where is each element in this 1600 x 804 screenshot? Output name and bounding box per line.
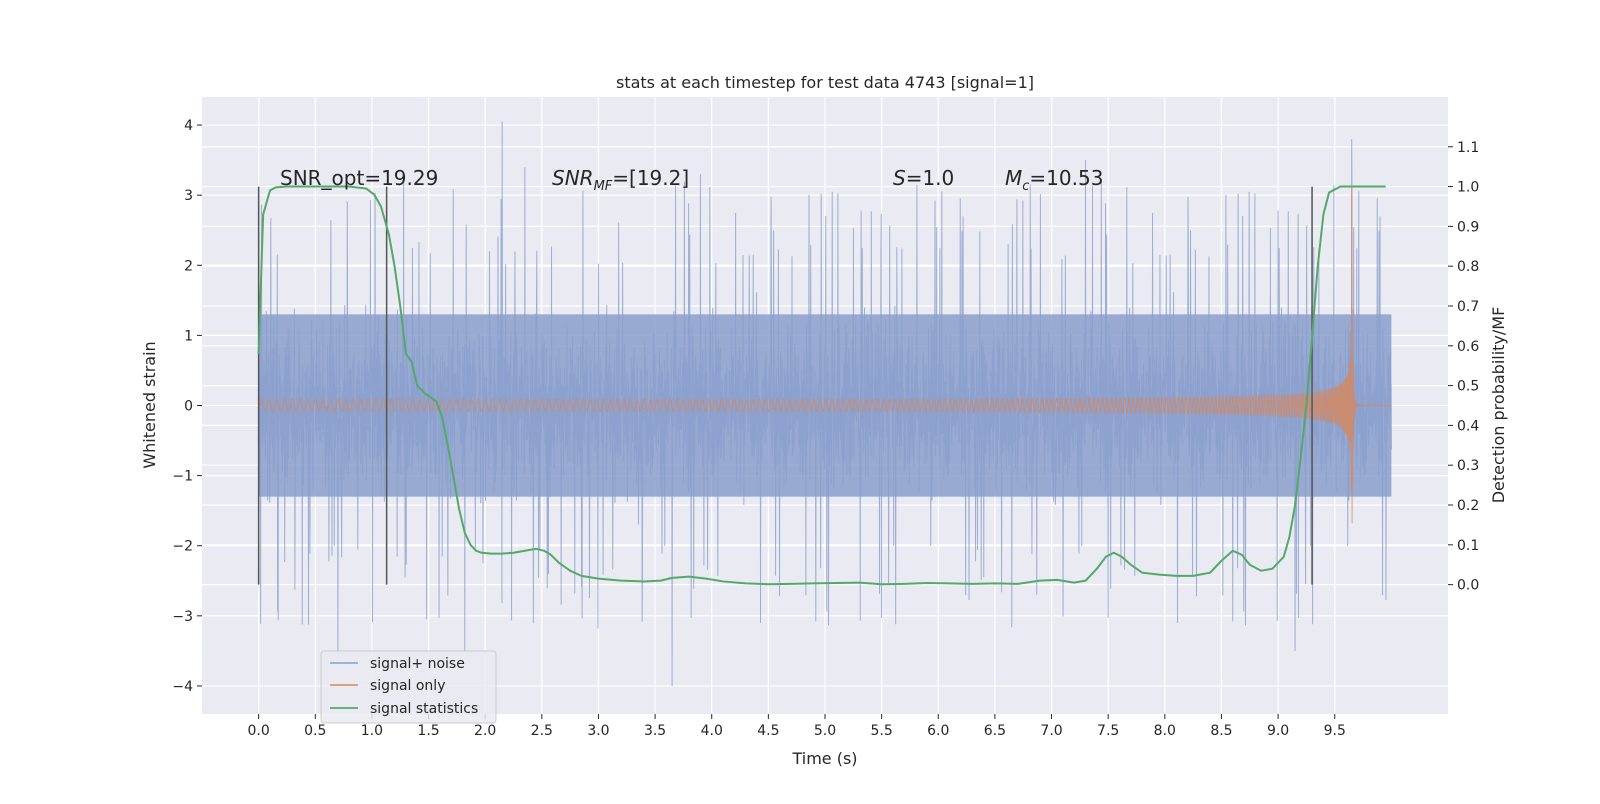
signal-only-line — [258, 188, 1392, 524]
y2-axis-ticks: 0.0 0.1 0.2 0.3 0.4 0.5 0.6 0.7 0.8 0.9 1.0 1.1 — [1448, 140, 1479, 594]
y-tick-label-6: 2 — [184, 258, 193, 274]
x-tick-label-2: 1.0 — [361, 723, 383, 739]
x-axis-ticks: 0.0 0.5 1.0 1.5 2.0 2.5 3.0 3.5 4.0 4.5 5.0 5.5 6.0 6… — [248, 714, 1346, 739]
legend-label-signal-only: signal only — [370, 678, 445, 694]
y2-tick-label-11: 1.1 — [1457, 140, 1479, 156]
series-signal-statistics — [257, 185, 1386, 586]
x-tick-label-14: 7.0 — [1040, 723, 1062, 739]
x-tick-label-13: 6.5 — [984, 723, 1006, 739]
y-tick-label-0: −4 — [172, 679, 193, 695]
x-tick-label-0: 0.0 — [248, 723, 270, 739]
legend-label-signal-statistics: signal statistics — [370, 701, 478, 717]
y2-tick-label-3: 0.3 — [1457, 458, 1479, 474]
x-tick-label-3: 1.5 — [417, 723, 439, 739]
vertical-markers — [257, 186, 1313, 585]
x-tick-label-11: 5.5 — [871, 723, 893, 739]
x-tick-label-9: 4.5 — [757, 723, 779, 739]
annotation-s-value: =1.0 — [906, 166, 955, 190]
x-tick-label-19: 9.5 — [1324, 723, 1346, 739]
x-tick-label-12: 6.0 — [927, 723, 949, 739]
y-axis-ticks: −4 −3 −2 −1 0 1 2 3 4 — [172, 118, 202, 695]
y-tick-label-4: 0 — [184, 399, 193, 415]
y2-tick-label-7: 0.7 — [1457, 299, 1479, 315]
legend-label-signal-noise: signal+ noise — [370, 656, 465, 672]
x-tick-label-7: 3.5 — [644, 723, 666, 739]
y2-tick-label-4: 0.4 — [1457, 418, 1479, 434]
annotation-snr-mf-subscript: MF — [594, 179, 613, 194]
y2-tick-label-0: 0.0 — [1457, 578, 1479, 594]
y2-axis-label: Detection probability/MF — [1489, 307, 1508, 504]
legend-frame — [320, 650, 497, 724]
y2-tick-label-1: 0.1 — [1457, 538, 1479, 554]
annotation-mc-symbol: M — [1005, 166, 1022, 190]
y2-tick-label-9: 0.9 — [1457, 219, 1479, 235]
y-tick-label-5: 1 — [184, 328, 193, 344]
annotation-snr-mf: SNRMF=[19.2] — [552, 166, 689, 194]
annotation-s: S=1.0 — [893, 166, 954, 190]
legend: signal+ noise signal only signal statist… — [320, 650, 497, 724]
annotation-mc: Mc=10.53 — [1005, 166, 1103, 194]
x-tick-label-16: 8.0 — [1154, 723, 1176, 739]
y2-tick-label-8: 0.8 — [1457, 259, 1479, 275]
annotation-snr-mf-symbol: SNR — [552, 166, 594, 190]
annotation-snr-opt: SNR_opt=19.29 — [280, 166, 438, 190]
x-tick-label-15: 7.5 — [1097, 723, 1119, 739]
x-tick-label-5: 2.5 — [531, 723, 553, 739]
x-tick-label-8: 4.0 — [701, 723, 723, 739]
x-tick-label-18: 9.0 — [1267, 723, 1289, 739]
y-tick-label-2: −2 — [172, 539, 193, 555]
annotation-s-symbol: S — [893, 166, 906, 190]
y-tick-label-1: −3 — [172, 609, 193, 625]
y2-tick-label-5: 0.5 — [1457, 379, 1479, 395]
y2-tick-label-6: 0.6 — [1457, 339, 1479, 355]
annotations: SNR_opt=19.29 SNRMF=[19.2] S=1.0 Mc=10.5… — [280, 166, 1103, 194]
y-axis-label: Whitened strain — [140, 341, 159, 468]
series-signal-only — [258, 188, 1392, 524]
y2-tick-label-10: 1.0 — [1457, 180, 1479, 196]
x-axis-label: Time (s) — [791, 749, 857, 768]
x-tick-label-6: 3.0 — [587, 723, 609, 739]
annotation-mc-value: =10.53 — [1029, 166, 1103, 190]
chart-title: stats at each timestep for test data 474… — [616, 73, 1034, 92]
y-tick-label-3: −1 — [172, 469, 193, 485]
annotation-snr-mf-value: =[19.2] — [612, 166, 689, 190]
x-tick-label-1: 0.5 — [304, 723, 326, 739]
signal-statistics-line — [257, 185, 1386, 586]
y-tick-label-8: 4 — [184, 118, 193, 134]
y-tick-label-7: 3 — [184, 188, 193, 204]
x-tick-label-10: 5.0 — [814, 723, 836, 739]
annotation-mc-subscript: c — [1022, 179, 1029, 194]
x-tick-label-17: 8.5 — [1210, 723, 1232, 739]
y2-tick-label-2: 0.2 — [1457, 498, 1479, 514]
x-tick-label-4: 2.0 — [474, 723, 496, 739]
